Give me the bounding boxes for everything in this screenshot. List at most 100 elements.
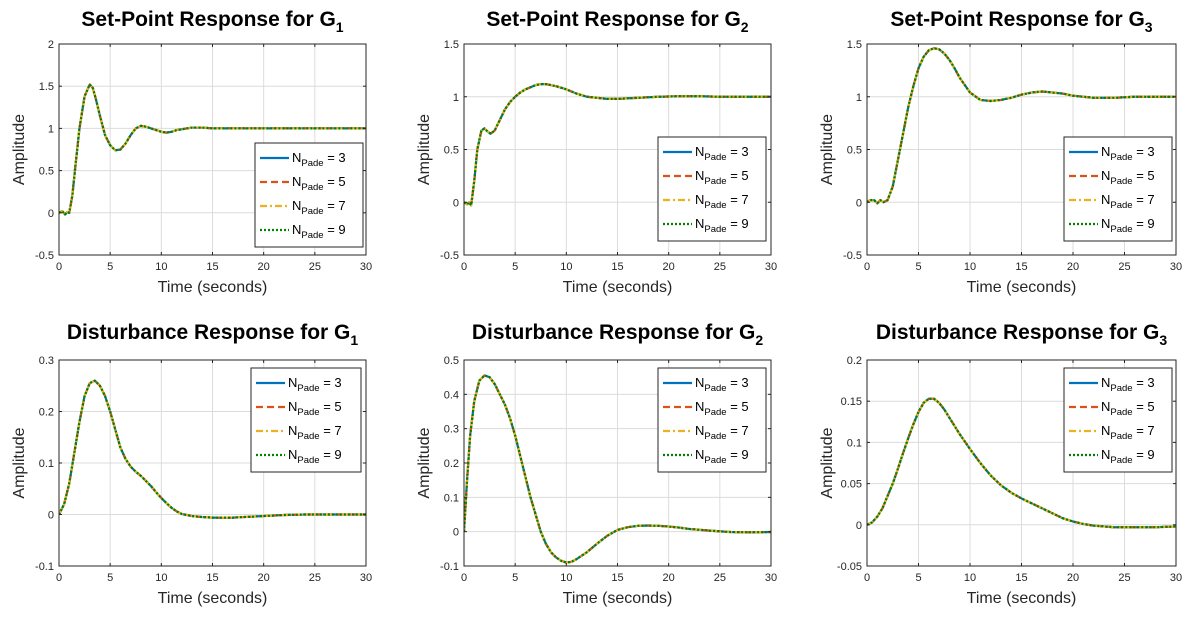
y-tick-label: -0.05	[837, 561, 862, 573]
y-tick-label: 1	[453, 92, 459, 104]
x-tick-label: 0	[56, 572, 62, 584]
y-tick-label: 1.5	[847, 39, 862, 51]
series-line-npade-9	[59, 379, 366, 519]
y-tick-label: 0	[453, 527, 459, 539]
x-tick-label: 5	[512, 261, 518, 273]
x-tick-label: 0	[461, 572, 467, 584]
x-tick-label: 20	[258, 572, 270, 584]
y-tick-label: 0.5	[444, 145, 459, 157]
x-tick-label: 25	[1118, 572, 1130, 584]
y-axis-label: Amplitude	[11, 114, 28, 185]
x-tick-label: 0	[864, 261, 870, 273]
legend-entry-npade-3: NPade = 3	[1101, 144, 1155, 163]
legend: NPade = 3 NPade = 5 NPade = 7 NPade = 9	[250, 367, 362, 473]
x-tick-label: 15	[611, 572, 623, 584]
legend-entry-npade-7: NPade = 7	[695, 423, 749, 442]
x-tick-label: 20	[258, 261, 270, 273]
x-tick-label: 30	[360, 261, 372, 273]
x-axis-label: Time (seconds)	[967, 279, 1077, 296]
y-tick-label: 0.4	[444, 389, 459, 401]
x-tick-label: 10	[560, 572, 572, 584]
legend-entry-npade-3: NPade = 3	[695, 144, 749, 163]
y-tick-label: -0.1	[35, 561, 54, 573]
x-tick-label: 15	[611, 261, 623, 273]
y-tick-label: 0.1	[847, 437, 862, 449]
series-line-npade-9	[867, 47, 1176, 205]
x-tick-label: 15	[1015, 261, 1027, 273]
series-line-npade-9	[59, 83, 366, 216]
legend-entry-npade-9: NPade = 9	[1101, 216, 1155, 235]
plot-title: Set-Point Response for G1	[81, 8, 343, 35]
x-tick-label: 15	[206, 572, 218, 584]
x-tick-label: 20	[663, 572, 675, 584]
y-tick-label: -0.5	[440, 250, 459, 262]
x-tick-label: 10	[155, 572, 167, 584]
x-axis-label: Time (seconds)	[563, 590, 673, 607]
plot-panel-5: 0 5 10 15 20 25 30-0.100.10.20.30.40.5Disturba…	[416, 321, 777, 607]
x-tick-label: 5	[107, 261, 113, 273]
y-axis-label: Amplitude	[416, 427, 433, 498]
y-tick-label: 0	[48, 208, 54, 220]
y-axis-label: Amplitude	[819, 427, 836, 498]
y-tick-label: 0.3	[39, 355, 54, 367]
x-axis-label: Time (seconds)	[967, 590, 1077, 607]
x-tick-label: 5	[915, 572, 921, 584]
y-tick-label: 1.5	[444, 39, 459, 51]
legend: NPade = 3 NPade = 5 NPade = 7 NPade = 9	[657, 367, 767, 473]
y-tick-label: 0.1	[444, 492, 459, 504]
y-tick-label: -0.5	[35, 250, 54, 262]
x-tick-label: 30	[765, 261, 777, 273]
x-tick-label: 30	[1170, 261, 1182, 273]
plot-title: Disturbance Response for G1	[67, 321, 359, 348]
x-tick-label: 25	[309, 261, 321, 273]
legend-entry-npade-5: NPade = 5	[695, 399, 749, 418]
y-tick-label: 1.5	[39, 81, 54, 93]
legend-entry-npade-9: NPade = 9	[695, 447, 749, 466]
x-tick-label: 25	[714, 261, 726, 273]
y-axis-label: Amplitude	[416, 114, 433, 185]
plot-title: Disturbance Response for G3	[876, 321, 1168, 348]
x-tick-label: 5	[512, 572, 518, 584]
plot-title: Set-Point Response for G2	[486, 8, 748, 35]
y-tick-label: 0.5	[444, 355, 459, 367]
x-tick-label: 5	[107, 572, 113, 584]
y-axis-label: Amplitude	[819, 114, 836, 185]
x-tick-label: 20	[1067, 261, 1079, 273]
y-axis-label: Amplitude	[11, 427, 28, 498]
x-tick-label: 20	[663, 261, 675, 273]
x-tick-label: 0	[56, 261, 62, 273]
x-tick-label: 5	[915, 261, 921, 273]
legend-entry-npade-9: NPade = 9	[695, 216, 749, 235]
x-tick-label: 30	[1170, 572, 1182, 584]
y-tick-label: 0.5	[39, 166, 54, 178]
plot-title: Disturbance Response for G2	[472, 321, 764, 348]
y-tick-label: 0.05	[841, 479, 862, 491]
series-line-npade-7	[464, 374, 771, 564]
x-tick-label: 25	[309, 572, 321, 584]
legend-entry-npade-5: NPade = 5	[695, 168, 749, 187]
y-tick-label: 0.15	[841, 396, 862, 408]
x-tick-label: 0	[461, 261, 467, 273]
y-tick-label: 0.3	[444, 424, 459, 436]
legend: NPade = 3 NPade = 5 NPade = 7 NPade = 9	[657, 136, 767, 242]
y-tick-label: 0.2	[444, 458, 459, 470]
x-tick-label: 0	[864, 572, 870, 584]
x-tick-label: 10	[560, 261, 572, 273]
y-tick-label: 1	[48, 123, 54, 135]
plot-title: Set-Point Response for G3	[890, 8, 1152, 35]
legend-entry-npade-9: NPade = 9	[288, 447, 342, 466]
legend-entry-npade-5: NPade = 5	[1101, 168, 1155, 187]
x-tick-label: 15	[1015, 572, 1027, 584]
legend-entry-npade-5: NPade = 5	[1101, 399, 1155, 418]
y-tick-label: -0.5	[843, 250, 862, 262]
legend: NPade = 3 NPade = 5 NPade = 7 NPade = 9	[1063, 136, 1173, 242]
legend: NPade = 3 NPade = 5 NPade = 7 NPade = 9	[254, 142, 364, 248]
legend-entry-npade-3: NPade = 3	[1101, 375, 1155, 394]
legend-entry-npade-9: NPade = 9	[1101, 447, 1155, 466]
legend-entry-npade-9: NPade = 9	[292, 222, 346, 241]
